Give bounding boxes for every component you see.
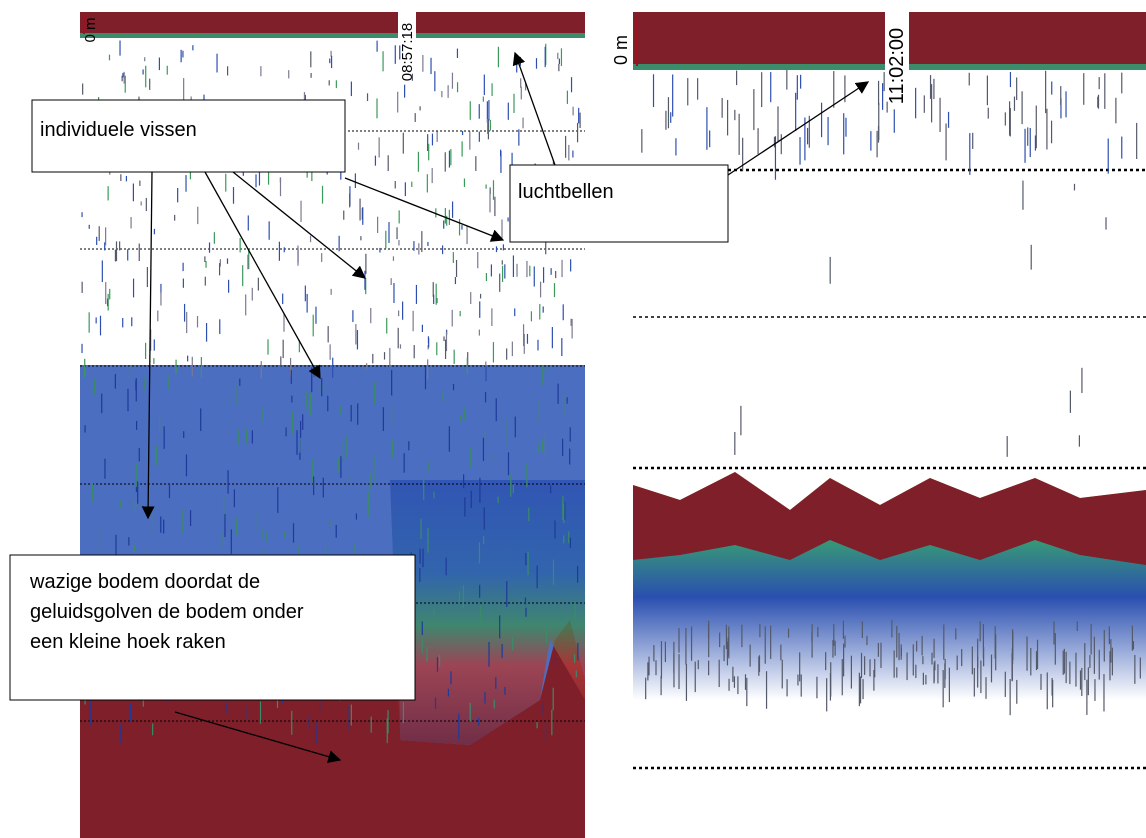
arrow	[204, 171, 321, 380]
bottom	[633, 472, 1146, 565]
bottom	[80, 620, 585, 838]
callout-text: individuele vissen	[40, 119, 197, 141]
right-echogram: 0 m 11:02:00	[611, 12, 1146, 770]
arrow	[344, 177, 505, 242]
callout-box	[31, 99, 346, 173]
arrow	[232, 171, 367, 279]
callout-bubbles: luchtbellen	[509, 164, 729, 243]
callout-line: geluidsgolven de bodem onder	[30, 601, 304, 623]
callout-line: wazige bodem doordat de	[29, 571, 260, 593]
callout-bottom: wazige bodem doordat de geluidsgolven de…	[9, 554, 416, 701]
depth-label: 0 m	[611, 35, 631, 65]
time-label: 11:02:00	[886, 28, 908, 104]
arrow	[141, 171, 155, 520]
callout-box	[509, 164, 729, 243]
callout-line: een kleine hoek raken	[30, 631, 226, 653]
callout-fish: individuele vissen	[31, 99, 346, 173]
depth-label: 0 m	[82, 17, 99, 42]
arrow	[512, 51, 556, 166]
arrow	[174, 711, 342, 763]
time-gap	[398, 12, 416, 38]
bottom-blur	[390, 480, 585, 745]
surface-band	[80, 12, 585, 34]
time-gap	[885, 12, 909, 72]
callout-box	[9, 554, 416, 701]
depth-lines	[633, 168, 1146, 770]
callout-text: luchtbellen	[518, 181, 614, 203]
time-label: 08:57:18	[399, 23, 416, 81]
arrow	[727, 81, 870, 176]
surface-edge	[80, 33, 585, 38]
arrows	[141, 51, 870, 763]
